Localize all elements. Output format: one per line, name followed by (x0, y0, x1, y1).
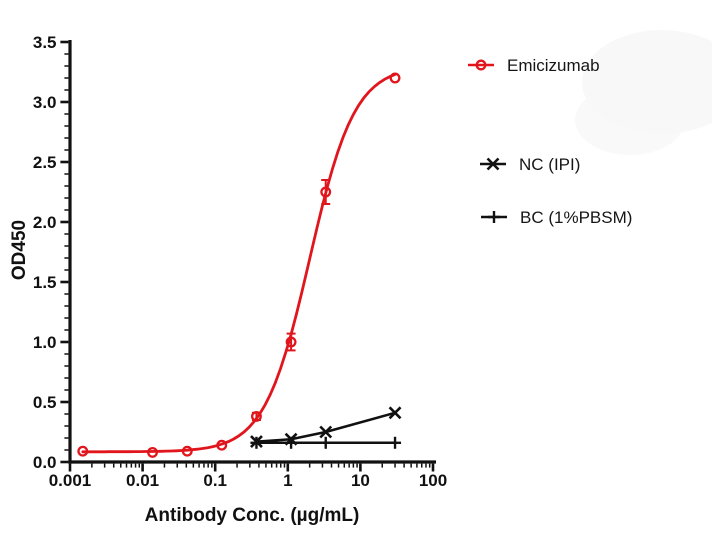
y-tick-label: 3.0 (33, 93, 57, 112)
data-point-marker-x (284, 432, 298, 446)
data-point-marker-circle (320, 186, 332, 198)
data-point-marker-x (250, 435, 263, 449)
x-tick-label: 100 (419, 471, 447, 490)
x-axis-title: Antibody Conc. (µg/mL) (145, 505, 360, 526)
legend: Emicizumab NC (IPI) BC (1%PBSM) (468, 56, 632, 227)
data-point-marker-circle (389, 72, 401, 84)
data-point-marker-circle (251, 410, 262, 422)
x-tick-label: 0.1 (203, 471, 227, 490)
y-tick-label: 0.5 (33, 393, 57, 412)
x-tick-label: 10 (351, 471, 370, 490)
axes: 0.001 0.01 0.1 1 10 100 0.0 0.5 1.0 1.5 2.0 2.5 3.0 3… (33, 33, 447, 490)
x-tick-label: 0.001 (49, 471, 92, 490)
y-tick-label: 1.5 (33, 273, 57, 292)
legend-item-bc-1-pbsm-: BC (1%PBSM) (481, 208, 632, 227)
data-point-marker-x (319, 425, 333, 439)
data-point-marker-circle (181, 445, 193, 457)
data-point-marker-circle (216, 439, 228, 451)
data-point-marker-circle (147, 446, 158, 458)
legend-item-emicizumab: Emicizumab (468, 56, 600, 75)
series-bc-1-pbsm- (250, 436, 402, 449)
x-tick-label: 1 (283, 471, 292, 490)
series-line (255, 411, 397, 443)
data-point-marker-circle (285, 336, 297, 348)
series-emicizumab (77, 72, 401, 458)
data-point-marker-x (388, 406, 402, 420)
x-tick-label: 0.01 (126, 471, 159, 490)
data-point-marker-circle (475, 59, 487, 71)
y-tick-label: 2.5 (33, 153, 57, 172)
data-point-marker-x (486, 157, 500, 171)
legend-item-nc-ipi-: NC (IPI) (480, 155, 580, 174)
plot-series (77, 72, 402, 458)
legend-label: NC (IPI) (519, 155, 580, 174)
y-tick-label: 2.0 (33, 213, 57, 232)
y-tick-label: 0.0 (33, 453, 57, 472)
y-tick-label: 3.5 (33, 33, 57, 52)
series-nc-ipi- (250, 406, 402, 449)
legend-label: BC (1%PBSM) (520, 208, 632, 227)
fit-curve (81, 73, 397, 454)
watermark-smudge (575, 30, 712, 155)
y-axis-title: OD450 (9, 220, 30, 280)
data-point-marker-circle (77, 445, 89, 457)
legend-label: Emicizumab (507, 56, 600, 75)
y-tick-label: 1.0 (33, 333, 57, 352)
